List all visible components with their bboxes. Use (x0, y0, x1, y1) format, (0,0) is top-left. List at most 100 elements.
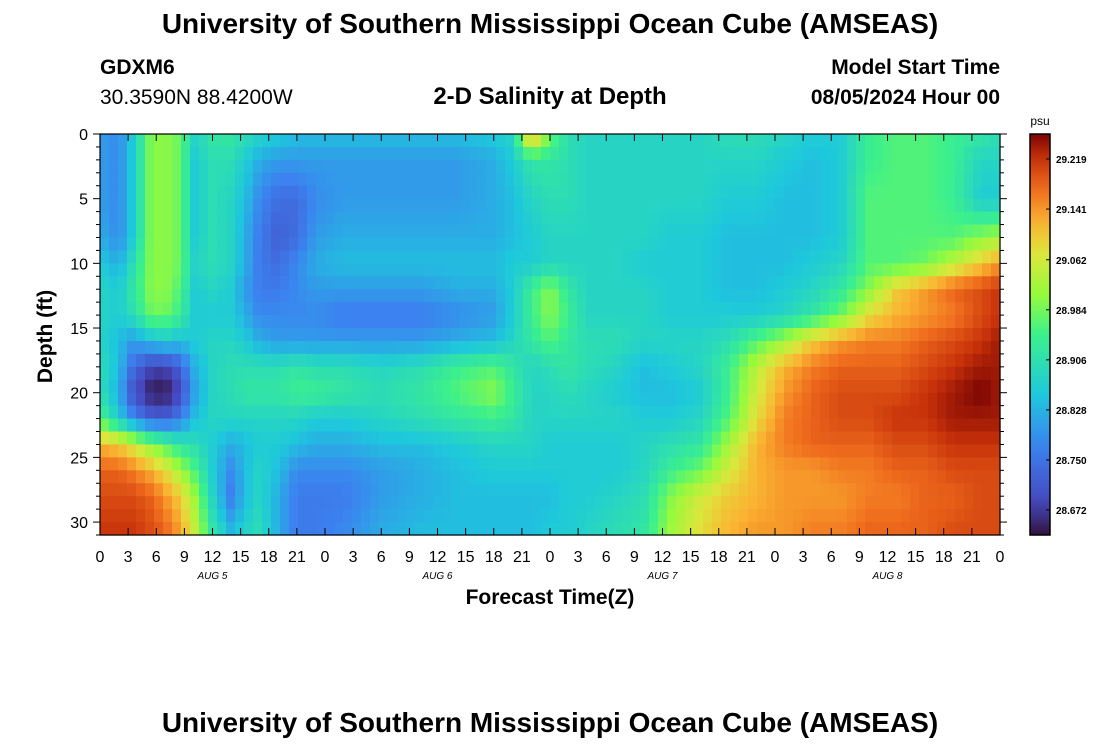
heatmap-cell (397, 159, 407, 174)
heatmap-cell (613, 289, 623, 303)
heatmap-cell (874, 328, 884, 342)
heatmap-cell (298, 198, 308, 213)
heatmap-cell (991, 392, 1001, 407)
heatmap-cell (622, 250, 632, 264)
heatmap-cell (604, 211, 614, 226)
heatmap-cell (712, 289, 722, 303)
salinity-heatmap[interactable] (100, 134, 1001, 536)
heatmap-cell (361, 496, 371, 510)
heatmap-cell (649, 496, 659, 510)
heatmap-cell (370, 379, 380, 394)
colorbar-unit: psu (1030, 114, 1049, 128)
heatmap-cell (730, 211, 740, 226)
heatmap-cell (622, 522, 632, 536)
heatmap-cell (361, 134, 371, 148)
heatmap-cell (856, 134, 866, 148)
heatmap-cell (892, 159, 902, 174)
heatmap-cell (748, 237, 758, 252)
heatmap-cell (910, 224, 920, 239)
heatmap-cell (262, 328, 272, 342)
heatmap-cell (874, 146, 884, 161)
heatmap-cell (289, 340, 299, 355)
heatmap-cell (892, 353, 902, 368)
heatmap-cell (514, 328, 524, 342)
heatmap-cell (361, 509, 371, 523)
heatmap-cell (460, 418, 470, 433)
heatmap-cell (568, 289, 578, 303)
heatmap-cell (181, 392, 191, 407)
heatmap-cell (766, 134, 776, 148)
heatmap-cell (802, 302, 812, 316)
heatmap-cell (595, 185, 605, 200)
heatmap-cell (127, 522, 137, 536)
heatmap-cell (280, 172, 290, 187)
heatmap-cell (154, 289, 164, 303)
heatmap-cell (739, 250, 749, 264)
heatmap-cell (883, 379, 893, 394)
heatmap-cell (640, 418, 650, 433)
heatmap-cell (667, 172, 677, 187)
heatmap-cell (910, 366, 920, 381)
heatmap-cell (307, 185, 317, 200)
heatmap-cell (370, 522, 380, 536)
heatmap-cell (181, 483, 191, 497)
heatmap-cell (820, 470, 830, 484)
heatmap-cell (181, 470, 191, 484)
heatmap-cell (991, 496, 1001, 510)
heatmap-cell (775, 198, 785, 213)
heatmap-cell (343, 250, 353, 264)
heatmap-cell (487, 302, 497, 316)
heatmap-cell (136, 185, 146, 200)
heatmap-cell (118, 444, 128, 458)
heatmap-cell (748, 250, 758, 264)
heatmap-cell (343, 276, 353, 290)
heatmap-cell (640, 237, 650, 252)
heatmap-cell (703, 431, 713, 446)
heatmap-cell (559, 250, 569, 264)
heatmap-cell (262, 276, 272, 290)
heatmap-cell (433, 457, 443, 471)
heatmap-cell (199, 405, 209, 420)
heatmap-cell (190, 483, 200, 497)
heatmap-cell (856, 211, 866, 226)
heatmap-cell (163, 289, 173, 303)
heatmap-cell (325, 366, 335, 381)
heatmap-cell (460, 289, 470, 303)
heatmap-cell (109, 263, 119, 277)
heatmap-cell (658, 263, 668, 277)
heatmap-cell (685, 276, 695, 290)
heatmap-cell (199, 185, 209, 200)
heatmap-cell (361, 224, 371, 239)
heatmap-cell (703, 418, 713, 433)
heatmap-cell (631, 457, 641, 471)
heatmap-cell (676, 522, 686, 536)
heatmap-cell (937, 496, 947, 510)
heatmap-cell (100, 198, 110, 213)
heatmap-cell (181, 276, 191, 290)
heatmap-cell (244, 211, 254, 226)
heatmap-cell (865, 457, 875, 471)
heatmap-cell (883, 353, 893, 368)
heatmap-cell (901, 392, 911, 407)
heatmap-cell (424, 211, 434, 226)
heatmap-cell (226, 146, 236, 161)
heatmap-cell (154, 315, 164, 329)
heatmap-cell (100, 496, 110, 510)
heatmap-cell (415, 146, 425, 161)
heatmap-cell (379, 302, 389, 316)
heatmap-cell (343, 315, 353, 329)
heatmap-cell (766, 496, 776, 510)
heatmap-cell (397, 522, 407, 536)
heatmap-cell (748, 522, 758, 536)
heatmap-cell (838, 509, 848, 523)
heatmap-cell (163, 392, 173, 407)
heatmap-cell (478, 237, 488, 252)
heatmap-cell (289, 146, 299, 161)
heatmap-cell (811, 483, 821, 497)
heatmap-cell (163, 431, 173, 446)
heatmap-cell (577, 211, 587, 226)
heatmap-cell (802, 483, 812, 497)
heatmap-cell (730, 289, 740, 303)
heatmap-cell (343, 237, 353, 252)
heatmap-cell (388, 276, 398, 290)
